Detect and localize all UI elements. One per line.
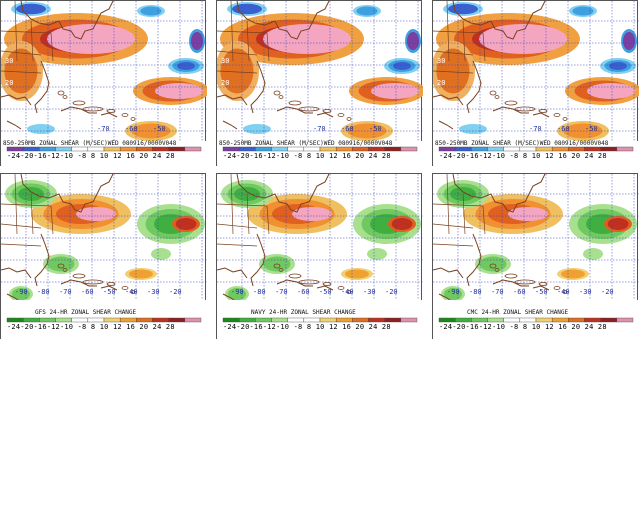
map-panel-2: 30 20 10 -70 -60 -50 850-250MB ZONAL SHEAR (M/… [216,0,423,167]
lon-label: -90 [15,288,28,296]
lat-label: 30 [221,230,229,238]
shear-map: 30 20 10 -70 -60 -50 [1,1,207,167]
shear-map: 30 20 10-90 -80 -70 -60 -50 -40 -30 -20 [217,174,423,340]
lat-label: 30 [5,57,13,65]
map-panel-6: 30 20 10 -90 -80 -70 -60 -50 -40 -30 -20 CMC 24-HR … [432,173,639,340]
lat-label: 10 [437,274,445,282]
colorbar-ticks: -24-20-16-12-10 -8 8 10 12 16 20 24 28 [439,152,607,160]
colorbar-ticks: -24-20-16-12-10 -8 8 10 12 16 20 24 28 [223,152,391,160]
lat-label: 10 [437,101,445,109]
colorbar-ticks: -24-20-16-12-10 -8 8 10 12 16 20 24 28 [7,152,175,160]
lat-label: 10 [5,274,13,282]
lon-label: -60 [557,125,570,133]
lon-label: -50 [369,125,382,133]
lat-label: 20 [437,252,445,260]
panel-caption: 850-250MB ZONAL SHEAR (M/SEC)WED 080916/… [435,140,609,147]
lon-label: -60 [297,288,310,296]
colorbar-ticks: -24-20-16-12-10 -8 8 10 12 16 20 24 28 [439,323,607,331]
lon-label: -60 [513,288,526,296]
lon-label: -70 [275,288,288,296]
lon-label: -90 [231,288,244,296]
lon-label: -60 [125,125,138,133]
lat-label: 10 [5,101,13,109]
lon-label: -30 [579,288,592,296]
lon-label: -70 [529,125,542,133]
lat-label: 20 [221,79,229,87]
shear-map: 30 20 10-90 -80 -70 -60 -50 -40 -30 -20 [1,174,207,340]
lon-label: -60 [81,288,94,296]
lat-label: 10 [221,101,229,109]
lon-label: -30 [363,288,376,296]
colorbar-ticks: -24-20-16-12-10 -8 8 10 12 16 20 24 28 [223,323,391,331]
lon-label: -40 [341,288,354,296]
lat-label: 20 [437,79,445,87]
panel-caption: GFS 24-HR ZONAL SHEAR CHANGE [35,309,137,316]
panel-caption: 850-250MB ZONAL SHEAR (M/SEC)WED 080916/… [3,140,177,147]
lat-label: 20 [5,252,13,260]
map-panel-4: 30 20 10 -90 -80 -70 -60 -50 -40 -30 -20 GFS 24-HR … [0,173,207,340]
lon-label: -70 [59,288,72,296]
shear-map: 30 20 10 -70 -60 -50 [217,1,423,167]
lon-label: -80 [37,288,50,296]
lon-label: -50 [585,125,598,133]
lon-label: -40 [557,288,570,296]
colorbar-ticks: -24-20-16-12-10 -8 8 10 12 16 20 24 28 [7,323,175,331]
map-panel-5: 30 20 10 -90 -80 -70 -60 -50 -40 -30 -20 NAVY 24-HR… [216,173,423,340]
lon-label: -80 [253,288,266,296]
lon-label: -90 [447,288,460,296]
lat-label: 20 [221,252,229,260]
map-panel-1: 30 20 10 -70 -60 -50 850-250MB ZONAL SHEAR (M/… [0,0,207,167]
map-panel-3: 30 20 10 -70 -60 -50 850-250MB ZONAL SHEAR (M/… [432,0,639,167]
lon-label: -50 [153,125,166,133]
lon-label: -20 [601,288,614,296]
lon-label: -50 [319,288,332,296]
lon-label: -30 [147,288,160,296]
lat-label: 30 [221,57,229,65]
lon-label: -70 [491,288,504,296]
panel-caption: CMC 24-HR ZONAL SHEAR CHANGE [467,309,569,316]
lat-label: 20 [5,79,13,87]
lon-label: -50 [535,288,548,296]
panel-caption: NAVY 24-HR ZONAL SHEAR CHANGE [251,309,356,316]
lon-label: -20 [385,288,398,296]
lon-label: -70 [97,125,110,133]
lon-label: -80 [469,288,482,296]
lat-label: 30 [437,57,445,65]
panel-caption: 850-250MB ZONAL SHEAR (M/SEC)WED 080916/… [219,140,393,147]
lat-label: 10 [221,274,229,282]
lat-label: 30 [5,230,13,238]
shear-map: 30 20 10 -70 -60 -50 [433,1,639,167]
lon-label: -60 [341,125,354,133]
lon-label: -50 [103,288,116,296]
shear-map: 30 20 10-90 -80 -70 -60 -50 -40 -30 -20 [433,174,639,340]
lat-label: 30 [437,230,445,238]
lon-label: -40 [125,288,138,296]
lon-label: -70 [313,125,326,133]
lon-label: -20 [169,288,182,296]
